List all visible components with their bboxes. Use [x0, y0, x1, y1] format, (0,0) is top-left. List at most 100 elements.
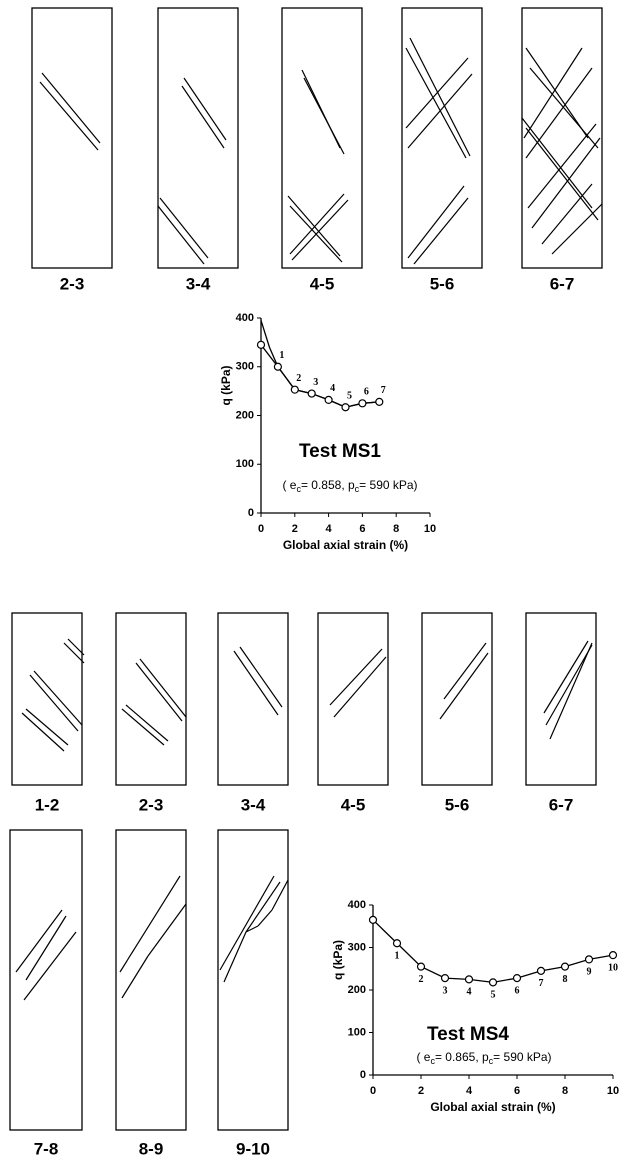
shear-band	[25, 708, 69, 746]
specimen-panel	[115, 612, 187, 786]
data-point	[341, 403, 350, 412]
annotation-part: = 0.865, p	[435, 1050, 489, 1064]
shear-band	[135, 662, 183, 722]
y-tick-label: 400	[348, 899, 366, 911]
x-tick-label: 10	[424, 523, 436, 535]
shear-band	[157, 205, 205, 265]
specimen-panel	[31, 7, 113, 269]
shear-band	[121, 955, 149, 999]
x-tick-label: 4	[326, 523, 333, 535]
data-point	[324, 395, 333, 404]
panel-label: 4-5	[310, 274, 335, 293]
panel-label: 5-6	[430, 274, 455, 293]
panel-label: 1-2	[35, 795, 60, 814]
shear-band	[219, 875, 275, 971]
point-label: 6	[364, 387, 369, 398]
specimen-panel	[11, 612, 83, 786]
shear-band	[531, 137, 601, 229]
x-tick-label: 8	[562, 1085, 568, 1097]
shear-band	[233, 650, 279, 716]
shear-band	[443, 642, 487, 700]
panel-label: 3-4	[241, 795, 266, 814]
data-point	[273, 362, 282, 371]
shear-band	[407, 185, 465, 259]
shear-band	[409, 37, 471, 157]
y-tick-label: 300	[348, 941, 366, 953]
y-tick-label: 100	[348, 1026, 366, 1038]
y-tick-label: 400	[236, 312, 254, 324]
annotation-part: = 0.858, p	[301, 478, 355, 492]
x-tick-label: 6	[514, 1085, 520, 1097]
shear-band	[303, 77, 345, 155]
shear-band	[523, 47, 583, 139]
chart-title: Test MS1	[299, 441, 381, 462]
data-point	[608, 951, 618, 960]
specimen-panel	[521, 7, 603, 269]
data-point	[256, 340, 266, 349]
x-axis-label: Global axial strain (%)	[283, 538, 408, 552]
shear-band	[245, 881, 281, 933]
point-label: 9	[587, 967, 592, 978]
point-label: 5	[491, 990, 496, 1001]
shear-band	[405, 57, 469, 129]
shear-band	[407, 73, 473, 149]
chart-title: Test MS4	[427, 1024, 509, 1045]
shear-band	[119, 875, 181, 973]
specimen-panel	[217, 829, 289, 1131]
shear-band	[183, 77, 227, 141]
y-tick-label: 200	[236, 409, 254, 421]
annotation-part: c	[355, 484, 360, 494]
point-label: 3	[313, 377, 318, 388]
shear-band	[405, 47, 467, 159]
shear-band	[121, 708, 165, 746]
shear-band	[291, 199, 349, 261]
shear-band	[527, 123, 597, 209]
shear-band	[25, 915, 67, 981]
data-point	[536, 966, 546, 975]
shear-band	[15, 909, 63, 973]
panel-label: 6-7	[549, 795, 574, 814]
x-tick-label: 0	[370, 1085, 376, 1097]
shear-band	[289, 193, 345, 255]
y-tick-label: 200	[348, 984, 366, 996]
shear-band	[413, 197, 469, 265]
annotation-part: c	[430, 1056, 435, 1066]
shear-band	[543, 640, 589, 714]
specimen-panel	[317, 612, 389, 786]
annotation-part: = 590 kPa)	[359, 478, 417, 492]
shear-band	[541, 183, 593, 245]
shear-band	[125, 704, 169, 742]
data-point	[368, 915, 378, 924]
point-label: 7	[539, 978, 544, 989]
y-axis-label: q (kPa)	[331, 940, 345, 980]
y-tick-label: 100	[236, 458, 254, 470]
annotation-part: ( e	[416, 1050, 430, 1064]
data-point	[512, 973, 522, 983]
data-point	[560, 962, 570, 971]
annotation-part: = 590 kPa)	[493, 1050, 551, 1064]
data-point	[440, 973, 450, 983]
panel-label: 3-4	[186, 274, 211, 293]
specimen-panel	[281, 7, 363, 269]
data-point	[584, 955, 594, 964]
shear-band	[39, 81, 99, 151]
panel-label: 6-7	[550, 274, 575, 293]
data-line	[372, 919, 614, 984]
point-label: 3	[443, 985, 448, 996]
shear-band	[525, 47, 589, 139]
shear-band	[287, 195, 341, 257]
point-label: 4	[467, 987, 472, 998]
data-point	[464, 975, 474, 984]
panel-label: 2-3	[60, 274, 85, 293]
panel-label: 9-10	[236, 1139, 270, 1158]
data-point	[307, 389, 316, 398]
shear-band	[439, 652, 489, 720]
shear-band	[29, 674, 79, 732]
panel-label: 2-3	[139, 795, 164, 814]
y-tick-label: 0	[360, 1069, 366, 1081]
data-point	[358, 399, 367, 408]
specimen-panel	[217, 612, 289, 786]
panel-label: 4-5	[341, 795, 366, 814]
x-tick-label: 6	[359, 523, 365, 535]
shear-band	[67, 638, 85, 656]
